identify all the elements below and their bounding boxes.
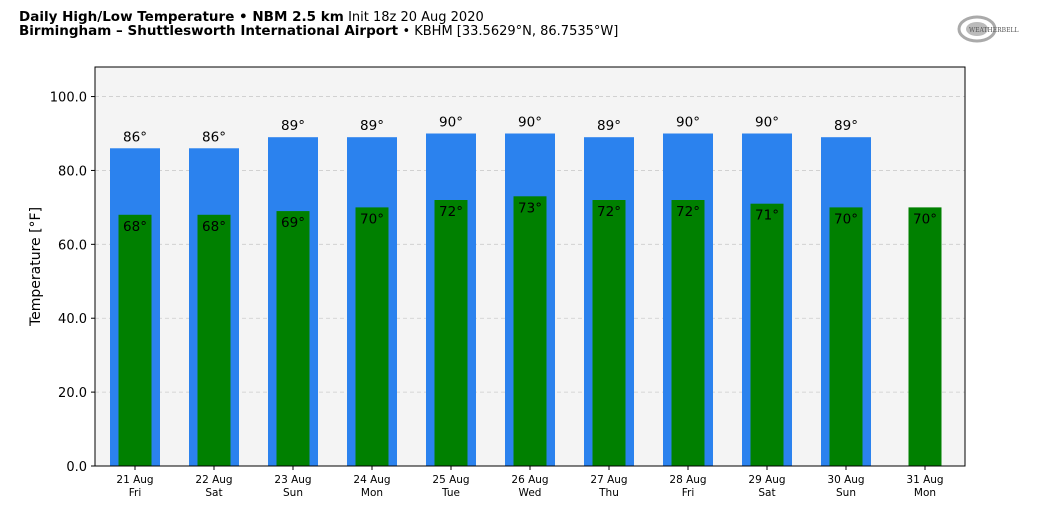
low-bar (671, 200, 705, 466)
high-label: 89° (281, 118, 305, 134)
x-tick-date: 25 Aug (432, 474, 469, 486)
x-tick-day: Sun (836, 487, 856, 499)
y-tick-label: 80.0 (58, 164, 87, 179)
high-label: 89° (597, 118, 621, 134)
x-tick-date: 30 Aug (827, 474, 864, 486)
x-tick-day: Mon (914, 487, 936, 499)
low-bar (197, 214, 231, 466)
x-tick-date: 31 Aug (906, 474, 943, 486)
low-label: 70° (913, 211, 937, 227)
high-label: 86° (123, 129, 147, 145)
low-label: 70° (360, 211, 384, 227)
high-label: 89° (360, 118, 384, 134)
low-bar (118, 214, 152, 466)
x-tick-day: Tue (441, 487, 460, 499)
low-label: 68° (123, 219, 147, 235)
x-tick-day: Wed (519, 487, 542, 499)
low-bar (829, 207, 863, 466)
x-tick-day: Mon (361, 487, 383, 499)
low-bar (355, 207, 389, 466)
low-label: 68° (202, 219, 226, 235)
location-title: Birmingham – Shuttlesworth International… (19, 23, 619, 39)
y-tick-label: 60.0 (58, 238, 87, 253)
x-tick-day: Sun (283, 487, 303, 499)
high-label: 90° (518, 115, 542, 131)
x-tick-day: Fri (682, 487, 695, 499)
low-bar (276, 211, 310, 466)
high-label: 90° (439, 115, 463, 131)
x-tick-date: 22 Aug (195, 474, 232, 486)
low-bar (750, 203, 784, 466)
y-tick-label: 0.0 (66, 460, 87, 475)
high-label: 90° (755, 115, 779, 131)
low-label: 70° (834, 211, 858, 227)
x-tick-date: 29 Aug (748, 474, 785, 486)
low-label: 73° (518, 200, 542, 216)
low-label: 69° (281, 215, 305, 231)
high-label: 89° (834, 118, 858, 134)
low-label: 71° (755, 208, 779, 224)
x-tick-date: 21 Aug (116, 474, 153, 486)
y-axis-label: Temperature [°F] (28, 207, 44, 327)
x-tick-day: Sat (758, 487, 775, 499)
y-tick-label: 20.0 (58, 386, 87, 401)
chart-title: Daily High/Low Temperature • NBM 2.5 km … (19, 9, 484, 25)
weatherbell-logo: WEATHERBELL (957, 15, 1018, 43)
svg-text:WEATHERBELL: WEATHERBELL (969, 27, 1018, 34)
low-label: 72° (439, 204, 463, 220)
x-tick-date: 28 Aug (669, 474, 706, 486)
low-bar (908, 207, 942, 466)
x-tick-date: 27 Aug (590, 474, 627, 486)
low-bar (513, 196, 547, 467)
x-tick-date: 23 Aug (274, 474, 311, 486)
x-tick-date: 24 Aug (353, 474, 390, 486)
low-label: 72° (676, 204, 700, 220)
x-tick-day: Sat (205, 487, 222, 499)
low-bar (434, 200, 468, 466)
x-tick-day: Fri (129, 487, 142, 499)
high-label: 90° (676, 115, 700, 131)
low-label: 72° (597, 204, 621, 220)
high-label: 86° (202, 129, 226, 145)
x-tick-date: 26 Aug (511, 474, 548, 486)
y-tick-label: 40.0 (58, 312, 87, 327)
plot-frame (94, 66, 966, 467)
x-tick-day: Thu (598, 487, 619, 499)
low-bar (592, 200, 626, 466)
y-tick-label: 100.0 (50, 91, 87, 106)
